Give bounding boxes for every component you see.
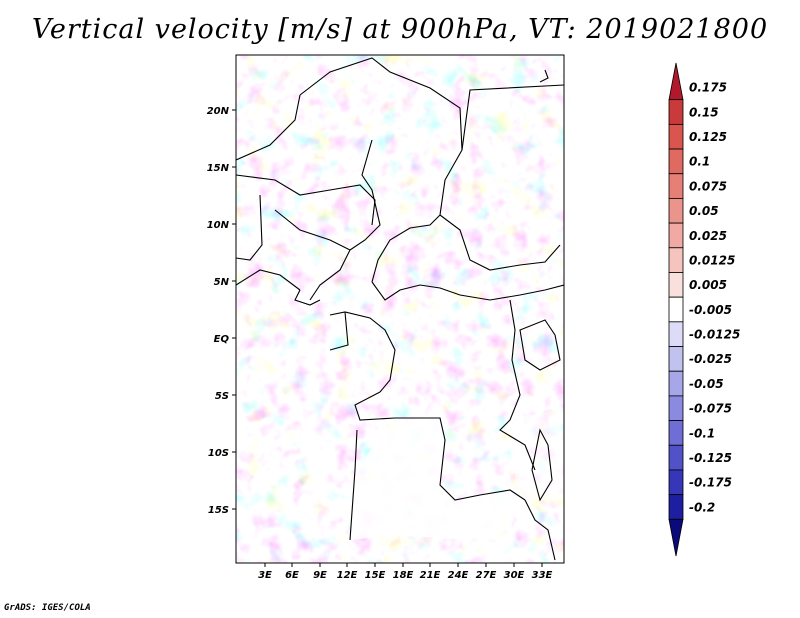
colorbar-label: -0.075 — [689, 402, 732, 416]
colorbar-segment — [668, 62, 684, 101]
colorbar-segment — [668, 494, 684, 520]
colorbar-segment — [668, 469, 684, 496]
colorbar-label: -0.1 — [689, 426, 715, 440]
lat-tick-label: 15S — [208, 505, 229, 516]
lon-tick-label: 15E — [365, 570, 386, 581]
colorbar-segment — [668, 395, 684, 421]
lat-axis — [232, 109, 236, 510]
lon-tick-label: 6E — [285, 570, 299, 581]
velocity-field — [236, 55, 564, 563]
colorbar-segment — [668, 346, 684, 372]
colorbar-segment — [668, 272, 684, 298]
lon-tick-label: 18E — [393, 570, 414, 581]
colorbar-label: 0.1 — [689, 155, 710, 169]
footer-credit: GrADS: IGES/COLA — [4, 603, 91, 613]
colorbar-label: -0.175 — [689, 476, 732, 490]
colorbar-label: 0.125 — [689, 130, 727, 144]
colorbar-segment — [668, 222, 684, 249]
lat-tick-label: 20N — [207, 106, 230, 117]
colorbar-segment — [668, 518, 684, 557]
colorbar-label: -0.125 — [689, 451, 732, 465]
colorbar: 0.175 0.15 0.125 0.1 0.075 0.05 0.025 0.0125 0.0… — [668, 62, 740, 557]
colorbar-segment — [668, 247, 684, 273]
lon-axis — [264, 563, 543, 567]
lat-tick-label: EQ — [214, 334, 230, 345]
map-frame — [235, 54, 565, 564]
lon-tick-label: 3E — [258, 570, 272, 581]
lat-tick-label: 5S — [215, 391, 229, 402]
lon-tick-label: 24E — [448, 570, 469, 581]
colorbar-label: -0.2 — [689, 500, 715, 514]
lon-tick-label: 9E — [313, 570, 327, 581]
colorbar-label: 0.005 — [689, 278, 727, 292]
colorbar-segment — [668, 321, 684, 347]
lat-tick-label: 5N — [214, 277, 230, 288]
colorbar-label: 0.0125 — [689, 253, 735, 267]
lon-tick-label: 27E — [476, 570, 497, 581]
colorbar-segment — [668, 370, 684, 397]
colorbar-label: 0.175 — [689, 81, 727, 95]
lat-tick-label: 15N — [207, 163, 230, 174]
country-borders — [236, 57, 564, 561]
colorbar-segment — [668, 123, 684, 150]
colorbar-label: -0.0125 — [689, 328, 740, 342]
colorbar-segment — [668, 173, 684, 199]
colorbar-label: -0.05 — [689, 377, 724, 391]
lon-tick-label: 21E — [420, 570, 441, 581]
colorbar-label: 0.075 — [689, 179, 727, 193]
colorbar-segment — [668, 99, 684, 125]
lon-tick-label: 12E — [337, 570, 358, 581]
colorbar-segment — [668, 296, 684, 323]
lat-tick-label: 10S — [208, 448, 229, 459]
colorbar-label: -0.005 — [689, 303, 732, 317]
colorbar-segment — [668, 444, 684, 471]
lon-tick-label: 30E — [504, 570, 525, 581]
lon-tick-label: 33E — [532, 570, 553, 581]
colorbar-segment — [668, 420, 684, 446]
lat-tick-label: 10N — [207, 220, 230, 231]
colorbar-label: 0.025 — [689, 229, 727, 243]
chart-title: Vertical velocity [m/s] at 900hPa, VT: 2… — [31, 14, 769, 45]
colorbar-segment — [668, 198, 684, 224]
colorbar-label: 0.05 — [689, 204, 719, 218]
colorbar-label: -0.025 — [689, 352, 732, 366]
colorbar-segment — [668, 148, 684, 175]
colorbar-label: 0.15 — [689, 105, 719, 119]
